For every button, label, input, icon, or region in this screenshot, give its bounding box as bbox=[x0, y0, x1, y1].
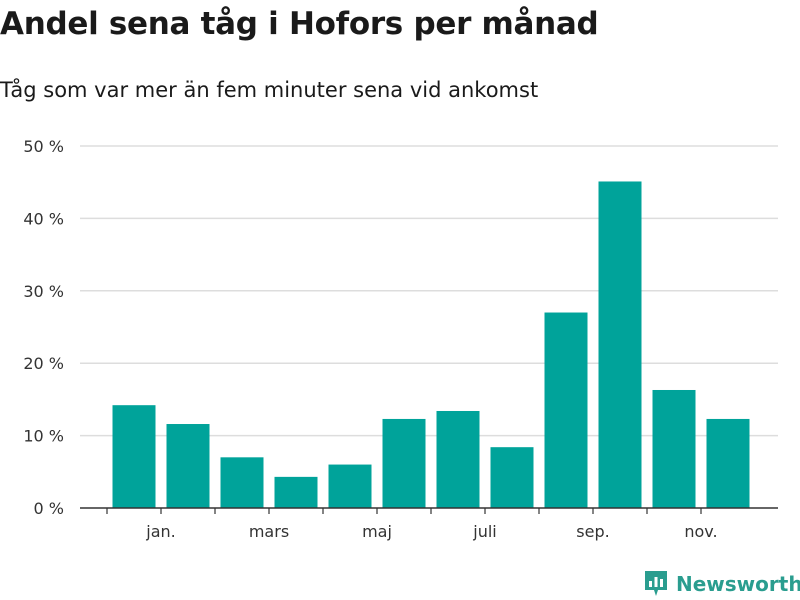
y-tick-label: 30 % bbox=[23, 282, 64, 301]
newsworthy-logo: Newsworthy bbox=[644, 570, 800, 598]
bar-juni bbox=[436, 410, 480, 508]
x-tick-label: jan. bbox=[145, 522, 175, 541]
bars bbox=[112, 181, 750, 508]
brand-name: Newsworthy bbox=[676, 572, 800, 596]
chart-title: Andel sena tåg i Hofors per månad bbox=[0, 6, 599, 42]
bar-aug bbox=[544, 312, 588, 508]
axes: 0 % 10 % 20 % 30 % 40 % 50 % jan. mars maj juli se… bbox=[23, 137, 778, 541]
x-tick-label: maj bbox=[362, 522, 392, 541]
y-tick-label: 50 % bbox=[23, 137, 64, 156]
bar-juli bbox=[490, 447, 534, 508]
bar-nov bbox=[706, 418, 750, 508]
y-tick-label: 10 % bbox=[23, 427, 64, 446]
bar-feb bbox=[220, 457, 264, 508]
x-tick-label: juli bbox=[472, 522, 496, 541]
bar-dec bbox=[112, 405, 156, 508]
bar-apr bbox=[328, 464, 372, 508]
newsworthy-icon bbox=[645, 571, 667, 596]
bar-chart: 0 % 10 % 20 % 30 % 40 % 50 % jan. mars maj juli se… bbox=[23, 137, 778, 541]
bar-maj bbox=[382, 418, 426, 508]
bar-sep bbox=[598, 181, 642, 508]
chart-subtitle: Tåg som var mer än fem minuter sena vid … bbox=[0, 78, 539, 102]
y-tick-label: 0 % bbox=[34, 499, 64, 518]
y-tick-label: 20 % bbox=[23, 354, 64, 373]
x-tick-label: mars bbox=[249, 522, 289, 541]
bar-okt bbox=[652, 389, 696, 508]
x-tick-label: nov. bbox=[684, 522, 717, 541]
bar-jan bbox=[166, 424, 210, 508]
x-tick-label: sep. bbox=[576, 522, 609, 541]
y-tick-label: 40 % bbox=[23, 209, 64, 228]
bar-mars bbox=[274, 476, 318, 508]
